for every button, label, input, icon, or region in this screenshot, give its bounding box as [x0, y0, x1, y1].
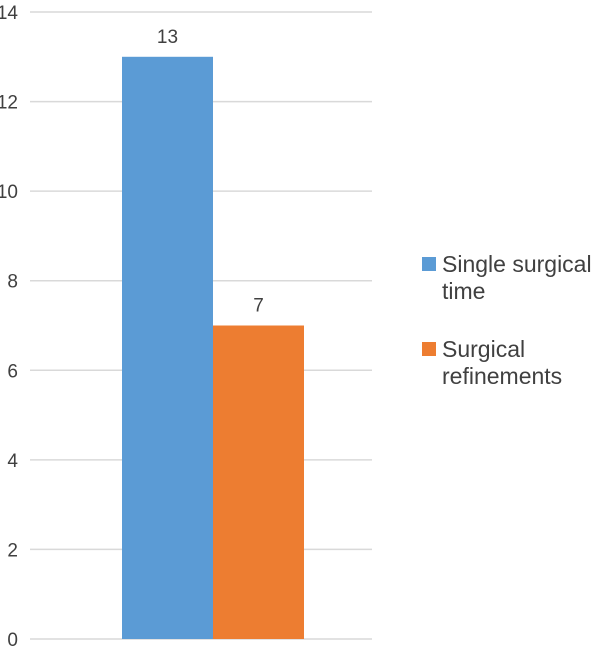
- data-label-surgical-refinements: 7: [253, 296, 264, 317]
- y-tick-label-0: 0: [7, 630, 18, 648]
- legend: Single surgical time Surgical refinements: [422, 251, 592, 389]
- y-tick-label-6: 6: [7, 361, 18, 382]
- bars: [122, 56, 304, 640]
- y-tick-label-8: 8: [7, 272, 18, 293]
- legend-swatch-single-surgical-time: [422, 257, 436, 271]
- bar-surgical-refinements: [213, 325, 304, 639]
- legend-item-single-surgical-time: Single surgical time: [422, 251, 592, 304]
- data-labels: 13 7: [157, 27, 264, 317]
- y-tick-label-4: 4: [7, 451, 18, 472]
- legend-label-single-surgical-time: Single surgical time: [442, 251, 592, 304]
- y-tick-label-14: 14: [0, 3, 18, 24]
- data-label-single-surgical-time: 13: [157, 27, 178, 48]
- legend-label-surgical-refinements: Surgical refinements: [442, 336, 562, 389]
- y-axis-tick-labels: 0 2 4 6 8 10 12 14: [0, 3, 18, 648]
- y-tick-label-2: 2: [7, 540, 18, 561]
- legend-swatch-surgical-refinements: [422, 342, 436, 356]
- y-tick-label-10: 10: [0, 182, 18, 203]
- legend-item-surgical-refinements: Surgical refinements: [422, 336, 562, 389]
- y-tick-label-12: 12: [0, 93, 18, 114]
- bar-single-surgical-time: [122, 56, 213, 640]
